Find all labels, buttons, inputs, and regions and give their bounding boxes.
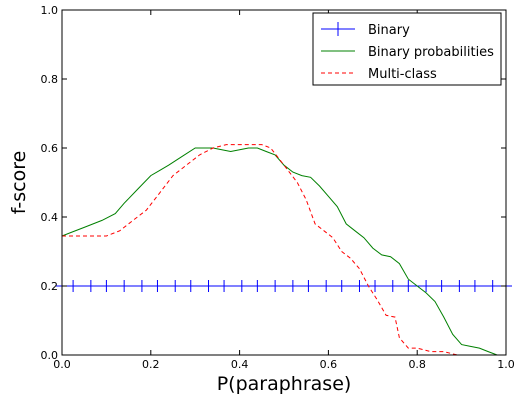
series-marker — [302, 280, 315, 292]
series-marker — [420, 280, 433, 292]
series-marker — [218, 280, 231, 292]
series-marker — [184, 280, 197, 292]
y-tick-label: 0.0 — [41, 349, 59, 362]
series-marker — [486, 280, 499, 292]
x-tick-label: 0.8 — [408, 358, 426, 371]
y-tick-label: 0.6 — [41, 142, 59, 155]
series-marker — [269, 280, 282, 292]
legend-label: Binary — [368, 23, 410, 38]
series-marker — [235, 280, 248, 292]
ticks-layer: 0.0 0.2 0.4 0.6 0.8 1.0 0.0 0.2 0.4 0.6 0.8 1.0 — [41, 4, 515, 371]
series-line-1 — [61, 147, 506, 356]
series-marker — [386, 280, 399, 292]
series-marker — [468, 280, 481, 292]
series-marker — [320, 280, 333, 292]
x-tick-label: 1.0 — [497, 358, 515, 371]
y-tick-label: 0.2 — [41, 280, 59, 293]
series-marker — [286, 280, 299, 292]
series-marker — [369, 280, 382, 292]
series-marker — [118, 280, 131, 292]
y-tick-label: 0.4 — [41, 211, 59, 224]
series-marker — [402, 280, 415, 292]
series-marker — [67, 280, 80, 292]
series-marker — [100, 280, 113, 292]
series-marker — [353, 280, 366, 292]
series-marker — [202, 280, 215, 292]
series-line-2 — [62, 144, 506, 356]
series-marker — [335, 280, 348, 292]
x-tick-label: 0.2 — [142, 358, 160, 371]
series-marker — [151, 280, 164, 292]
series-marker — [453, 280, 466, 292]
series-marker — [169, 280, 182, 292]
x-axis-title: P(paraphrase) — [217, 373, 352, 395]
series-marker — [251, 280, 264, 292]
plot-frame — [61, 9, 507, 356]
legend-label: Multi-class — [368, 67, 437, 82]
series-marker — [435, 280, 448, 292]
series-marker — [84, 280, 97, 292]
y-tick-label: 0.8 — [41, 73, 59, 86]
legend-label: Binary probabilities — [368, 45, 494, 60]
series-marker — [135, 280, 148, 292]
y-axis-title: f-score — [8, 151, 30, 215]
x-tick-label: 0.6 — [320, 358, 338, 371]
x-tick-label: 0.4 — [231, 358, 249, 371]
series-layer — [56, 144, 512, 356]
y-tick-label: 1.0 — [41, 4, 59, 17]
legend: Binary Binary probabilities Multi-class — [312, 12, 502, 86]
x-tick-label: 0.0 — [53, 358, 71, 371]
